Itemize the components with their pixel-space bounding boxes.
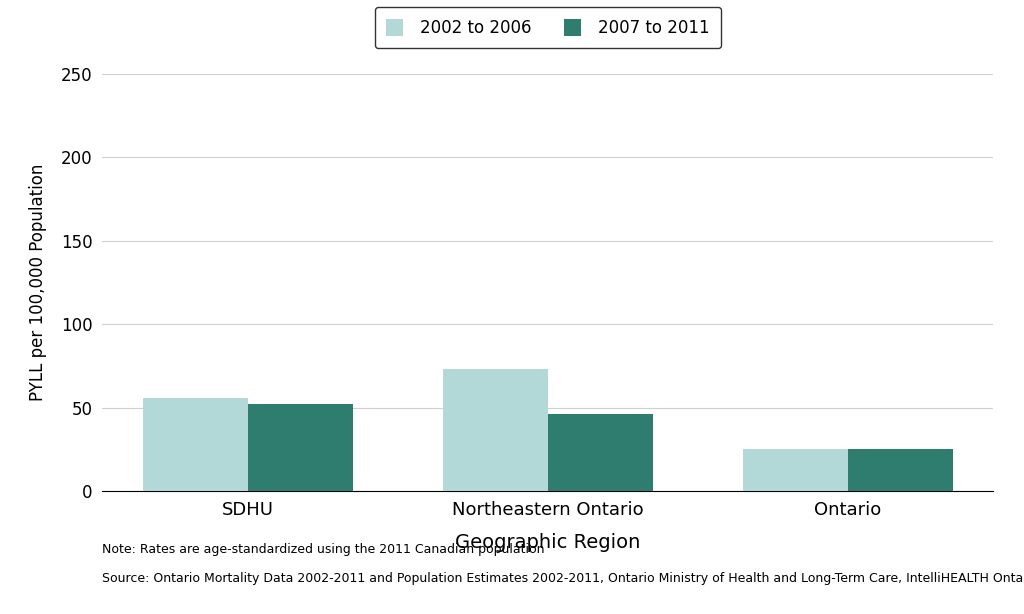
Text: Source: Ontario Mortality Data 2002-2011 and Population Estimates 2002-2011, Ont: Source: Ontario Mortality Data 2002-2011… bbox=[102, 572, 1024, 585]
Bar bbox=[143, 398, 248, 491]
Y-axis label: PYLL per 100,000 Population: PYLL per 100,000 Population bbox=[29, 164, 47, 401]
Bar bbox=[742, 449, 848, 491]
Legend: 2002 to 2006, 2007 to 2011: 2002 to 2006, 2007 to 2011 bbox=[375, 7, 721, 49]
Bar bbox=[442, 369, 548, 491]
Bar bbox=[548, 414, 653, 491]
Bar bbox=[848, 449, 952, 491]
Bar bbox=[248, 405, 353, 491]
Text: Note: Rates are age-standardized using the 2011 Canadian population: Note: Rates are age-standardized using t… bbox=[102, 543, 545, 556]
X-axis label: Geographic Region: Geographic Region bbox=[455, 533, 641, 552]
